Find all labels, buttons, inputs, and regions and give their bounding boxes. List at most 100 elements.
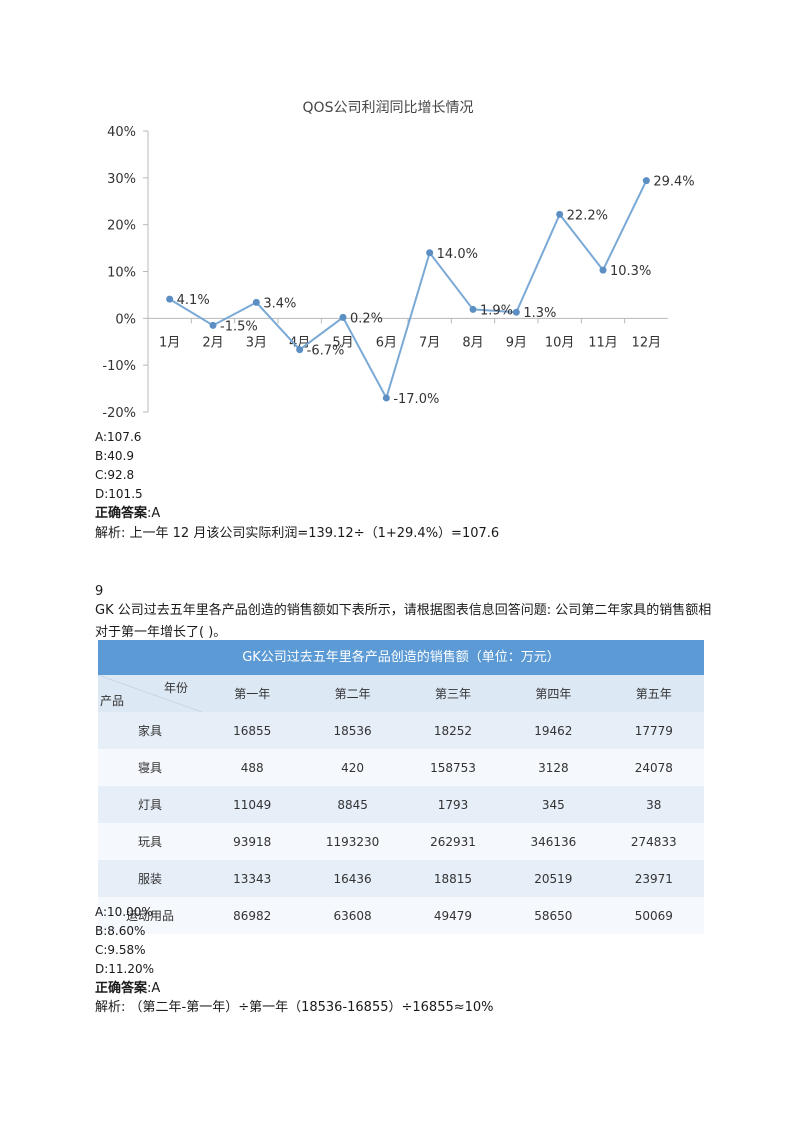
column-header: 第五年 — [603, 675, 704, 712]
y-tick-label: 10% — [107, 266, 136, 281]
y-tick-label: -10% — [102, 359, 136, 374]
row-label: 灯具 — [98, 786, 202, 823]
table-cell: 346136 — [503, 823, 604, 860]
table-cell: 420 — [302, 749, 403, 786]
table-cell: 86982 — [202, 897, 303, 934]
data-label: 22.2% — [567, 208, 608, 223]
data-point — [599, 266, 607, 274]
table-cell: 23971 — [603, 860, 704, 897]
data-point — [426, 249, 434, 257]
x-tick-label: 10月 — [545, 335, 575, 350]
q9-answer: 正确答案:A — [95, 980, 160, 998]
table-cell: 345 — [503, 786, 604, 823]
q8-option-c: C:92.8 — [95, 468, 135, 482]
data-label: 0.2% — [350, 311, 383, 326]
y-axis: 40% 30% 20% 10% 0% -10% -20% — [102, 125, 149, 421]
data-label: 29.4% — [653, 175, 694, 190]
q8-analysis: 解析: 上一年 12 月该公司实际利润=139.12÷（1+29.4%）=107… — [95, 526, 500, 541]
table-corner-cell: 年份 产品 — [98, 675, 202, 712]
data-label: -1.5% — [220, 319, 258, 334]
table-header-row: 年份 产品 第一年 第二年 第三年 第四年 第五年 — [98, 675, 704, 712]
table-cell: 8845 — [302, 786, 403, 823]
table-cell: 24078 — [603, 749, 704, 786]
data-labels: 4.1% -1.5% 3.4% -6.7% 0.2% -17.0% 14.0% 1.9% 1.3… — [177, 175, 695, 407]
data-label: 4.1% — [177, 293, 210, 308]
corner-diagonal — [98, 675, 202, 712]
table-cell: 18252 — [402, 712, 504, 749]
table-cell: 13343 — [202, 860, 303, 897]
y-tick-label: 30% — [107, 172, 136, 187]
table-cell: 1793 — [402, 786, 504, 823]
y-tick-label: -20% — [102, 406, 136, 421]
table-cell: 16436 — [302, 860, 403, 897]
q8-option-a: A:107.6 — [95, 430, 142, 444]
sales-table-grid: 年份 产品 第一年 第二年 第三年 第四年 第五年 家具 16855 18536 18… — [98, 675, 704, 934]
q9-number: 9 — [95, 584, 104, 599]
data-point — [469, 305, 477, 313]
table-cell: 158753 — [402, 749, 504, 786]
x-tick-label: 1月 — [159, 335, 180, 350]
table-cell: 262931 — [402, 823, 504, 860]
x-tick-label: 2月 — [202, 335, 223, 350]
y-tick-label: 40% — [107, 125, 136, 140]
table-title: GK公司过去五年里各产品创造的销售额（单位：万元） — [98, 640, 704, 675]
table-cell: 11049 — [202, 786, 303, 823]
series-polyline — [169, 180, 648, 401]
table-cell: 50069 — [603, 897, 704, 934]
table-cell: 20519 — [503, 860, 604, 897]
data-point — [209, 321, 217, 329]
q9-option-b: B:8.60% — [95, 924, 146, 938]
column-header: 第一年 — [202, 675, 303, 712]
x-tick-label: 9月 — [506, 335, 527, 350]
chart-title: QOS公司利润同比增长情况 — [303, 100, 474, 116]
sales-table: GK公司过去五年里各产品创造的销售额（单位：万元） 年份 产品 第一年 第二年 … — [98, 640, 704, 934]
corner-year-label: 年份 — [163, 681, 188, 695]
q9-question: GK 公司过去五年里各产品创造的销售额如下表所示，请根据图表信息回答问题: 公司… — [95, 603, 712, 640]
x-tick-label: 3月 — [246, 335, 267, 350]
table-cell: 58650 — [503, 897, 604, 934]
answer-value: :A — [147, 506, 161, 521]
x-tick-label: 5月 — [332, 335, 353, 350]
data-point — [642, 177, 650, 185]
table-row: 灯具 11049 8845 1793 345 38 — [98, 786, 704, 823]
x-tick-label: 11月 — [588, 335, 618, 350]
x-tick-label: 12月 — [632, 335, 662, 350]
table-cell: 488 — [202, 749, 303, 786]
table-cell: 93918 — [202, 823, 303, 860]
table-cell: 49479 — [402, 897, 504, 934]
data-label: -6.7% — [307, 344, 345, 359]
x-tick-label: 6月 — [376, 335, 397, 350]
row-label: 服装 — [98, 860, 202, 897]
data-point — [512, 308, 520, 316]
column-header: 第二年 — [302, 675, 403, 712]
x-tick-label: 8月 — [462, 335, 483, 350]
table-cell: 38 — [603, 786, 704, 823]
table-row: 寝具 488 420 158753 3128 24078 — [98, 749, 704, 786]
table-cell: 63608 — [302, 897, 403, 934]
data-label: 1.3% — [523, 306, 556, 321]
x-axis: 1月 2月 3月 4月 5月 6月 7月 8月 9月 10月 11月 12月 — [147, 317, 668, 350]
table-cell: 1193230 — [302, 823, 403, 860]
table-cell: 17779 — [603, 712, 704, 749]
x-tick-label: 7月 — [419, 335, 440, 350]
data-label: 1.9% — [480, 303, 513, 318]
y-tick-label: 0% — [115, 312, 136, 327]
table-body: 家具 16855 18536 18252 19462 17779 寝具 488 420 15875… — [98, 712, 704, 934]
profit-growth-line-chart: QOS公司利润同比增长情况 40% 30% 20% 10% 0% -10% -20% 1月 2… — [102, 100, 695, 421]
data-point — [556, 210, 564, 218]
data-point — [382, 394, 390, 402]
data-label: 3.4% — [263, 296, 296, 311]
table-row: 运动用品 86982 63608 49479 58650 50069 — [98, 897, 704, 934]
q9-option-c: C:9.58% — [95, 943, 146, 957]
table-cell: 16855 — [202, 712, 303, 749]
table-cell: 18815 — [402, 860, 504, 897]
table-cell: 274833 — [603, 823, 704, 860]
q8-option-b: B:40.9 — [95, 449, 134, 463]
answer-value: :A — [147, 981, 161, 996]
answer-label: 正确答案 — [95, 981, 148, 996]
column-header: 第三年 — [402, 675, 504, 712]
data-label: -17.0% — [393, 392, 439, 407]
series-line — [169, 180, 648, 401]
row-label: 玩具 — [98, 823, 202, 860]
y-tick-label: 20% — [107, 219, 136, 234]
